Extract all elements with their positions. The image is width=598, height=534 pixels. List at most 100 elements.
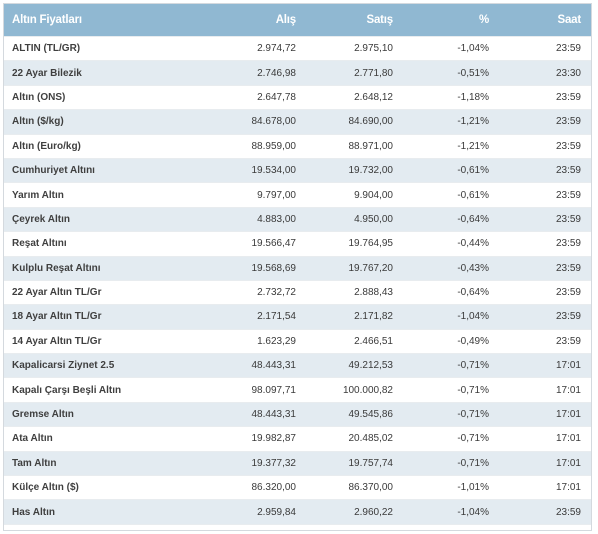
cell-change: -0,71% [403, 353, 499, 378]
table-row: Altın (Euro/kg) 88.959,00 88.971,00 -1,21% 2… [4, 133, 591, 159]
cell-name: 14 Ayar Altın TL/Gr [4, 328, 154, 354]
cell-sell: 19.764,95 [306, 523, 403, 530]
table-row: Has Altın 2.959,84 2.960,22 -1,04% 23:59 [4, 499, 591, 525]
cell-name: Tam Altın [4, 450, 154, 476]
cell-buy: 48.443,31 [154, 353, 306, 378]
cell-name: Hamit Altın [4, 523, 154, 530]
table-row: Gremse Altın 48.443,31 49.545,86 -0,71% 17:0… [4, 401, 591, 427]
cell-name: 22 Ayar Bilezik [4, 60, 154, 86]
cell-time: 23:59 [499, 35, 591, 61]
cell-time: 23:59 [499, 157, 591, 183]
cell-sell: 2.888,43 [306, 279, 403, 305]
cell-buy: 2.959,84 [154, 499, 306, 525]
cell-change: -0,64% [403, 279, 499, 305]
header-sell: Satış [306, 4, 403, 37]
cell-sell: 2.466,51 [306, 328, 403, 354]
header-row: Altın Fiyatları Alış Satış % Saat [4, 4, 591, 37]
table-row: Kulplu Reşat Altını 19.568,69 19.767,20 -0,… [4, 255, 591, 281]
gold-prices-table: Altın Fiyatları Alış Satış % Saat ALTIN … [4, 4, 591, 530]
cell-change: -0,71% [403, 377, 499, 403]
cell-buy: 19.568,69 [154, 255, 306, 281]
cell-time: 23:59 [499, 255, 591, 281]
table-row: Reşat Altını 19.566,47 19.764,95 -0,44% 23:5… [4, 231, 591, 257]
cell-name: Çeyrek Altın [4, 206, 154, 232]
cell-sell: 2.960,22 [306, 499, 403, 525]
cell-change: -0,71% [403, 401, 499, 427]
cell-sell: 20.485,02 [306, 426, 403, 452]
table-row: Kapalicarsi Ziynet 2.5 48.443,31 49.212,53… [4, 353, 591, 378]
cell-name: Altın (Euro/kg) [4, 133, 154, 159]
table-header: Altın Fiyatları Alış Satış % Saat [4, 4, 591, 37]
cell-sell: 19.767,20 [306, 255, 403, 281]
cell-time: 17:01 [499, 475, 591, 500]
table-row: Ata Altın 19.982,87 20.485,02 -0,71% 17:01 [4, 426, 591, 452]
cell-time: 17:01 [499, 353, 591, 378]
cell-change: -0,61% [403, 157, 499, 183]
cell-change: -0,44% [403, 231, 499, 257]
cell-buy: 88.959,00 [154, 133, 306, 159]
table-row: 14 Ayar Altın TL/Gr 1.623,29 2.466,51 -0,49… [4, 328, 591, 354]
table-row: 22 Ayar Bilezik 2.746,98 2.771,80 -0,51% 23:… [4, 60, 591, 86]
cell-sell: 49.545,86 [306, 401, 403, 427]
cell-name: Kulplu Reşat Altını [4, 255, 154, 281]
cell-change: -0,71% [403, 426, 499, 452]
cell-buy: 19.982,87 [154, 426, 306, 452]
cell-sell: 19.764,95 [306, 231, 403, 257]
cell-buy: 19.377,32 [154, 450, 306, 476]
cell-time: 23:59 [499, 499, 591, 525]
cell-change: -1,04% [403, 499, 499, 525]
cell-change: -0,51% [403, 60, 499, 86]
cell-change: -1,21% [403, 109, 499, 135]
cell-change: -1,01% [403, 475, 499, 500]
cell-buy: 19.566,47 [154, 523, 306, 530]
table-row: ALTIN (TL/GR) 2.974,72 2.975,10 -1,04% 23:59 [4, 35, 591, 61]
table-row: Kapalı Çarşı Beşli Altın 98.097,71 100.000… [4, 377, 591, 403]
cell-buy: 2.746,98 [154, 60, 306, 86]
cell-name: Gremse Altın [4, 401, 154, 427]
cell-change: -0,49% [403, 328, 499, 354]
cell-buy: 19.566,47 [154, 231, 306, 257]
cell-sell: 49.212,53 [306, 353, 403, 378]
cell-time: 23:59 [499, 279, 591, 305]
table-row: Külçe Altın ($) 86.320,00 86.370,00 -1,01% 1… [4, 475, 591, 500]
table-body: ALTIN (TL/GR) 2.974,72 2.975,10 -1,04% 23:59… [4, 35, 591, 530]
cell-sell: 19.732,00 [306, 157, 403, 183]
cell-sell: 2.975,10 [306, 35, 403, 61]
cell-buy: 2.974,72 [154, 35, 306, 61]
cell-name: Külçe Altın ($) [4, 475, 154, 500]
cell-sell: 86.370,00 [306, 475, 403, 500]
cell-change: -0,71% [403, 450, 499, 476]
cell-sell: 84.690,00 [306, 109, 403, 135]
cell-time: 17:01 [499, 401, 591, 427]
cell-name: Ata Altın [4, 426, 154, 452]
cell-sell: 2.771,80 [306, 60, 403, 86]
cell-change: -1,21% [403, 133, 499, 159]
cell-time: 23:59 [499, 109, 591, 135]
cell-name: Altın (ONS) [4, 84, 154, 110]
cell-name: Kapalicarsi Ziynet 2.5 [4, 353, 154, 378]
cell-sell: 100.000,82 [306, 377, 403, 403]
cell-time: 17:01 [499, 377, 591, 403]
cell-time: 23:30 [499, 60, 591, 86]
table-row: Çeyrek Altın 4.883,00 4.950,00 -0,64% 23:59 [4, 206, 591, 232]
cell-time: 23:59 [499, 328, 591, 354]
cell-time: 23:59 [499, 231, 591, 257]
table-row: 22 Ayar Altın TL/Gr 2.732,72 2.888,43 -0,64… [4, 279, 591, 305]
cell-buy: 84.678,00 [154, 109, 306, 135]
cell-buy: 98.097,71 [154, 377, 306, 403]
cell-buy: 4.883,00 [154, 206, 306, 232]
cell-buy: 1.623,29 [154, 328, 306, 354]
table-row: Altın (ONS) 2.647,78 2.648,12 -1,18% 23:59 [4, 84, 591, 110]
cell-buy: 19.534,00 [154, 157, 306, 183]
cell-name: Reşat Altını [4, 231, 154, 257]
header-time: Saat [499, 4, 591, 37]
cell-buy: 2.171,54 [154, 304, 306, 330]
cell-buy: 48.443,31 [154, 401, 306, 427]
cell-change: -0,43% [403, 255, 499, 281]
cell-time: 23:59 [499, 133, 591, 159]
header-change: % [403, 4, 499, 37]
header-buy: Alış [154, 4, 306, 37]
cell-change: -1,04% [403, 304, 499, 330]
cell-name: Altın ($/kg) [4, 109, 154, 135]
table-row: Yarım Altın 9.797,00 9.904,00 -0,61% 23:59 [4, 182, 591, 208]
